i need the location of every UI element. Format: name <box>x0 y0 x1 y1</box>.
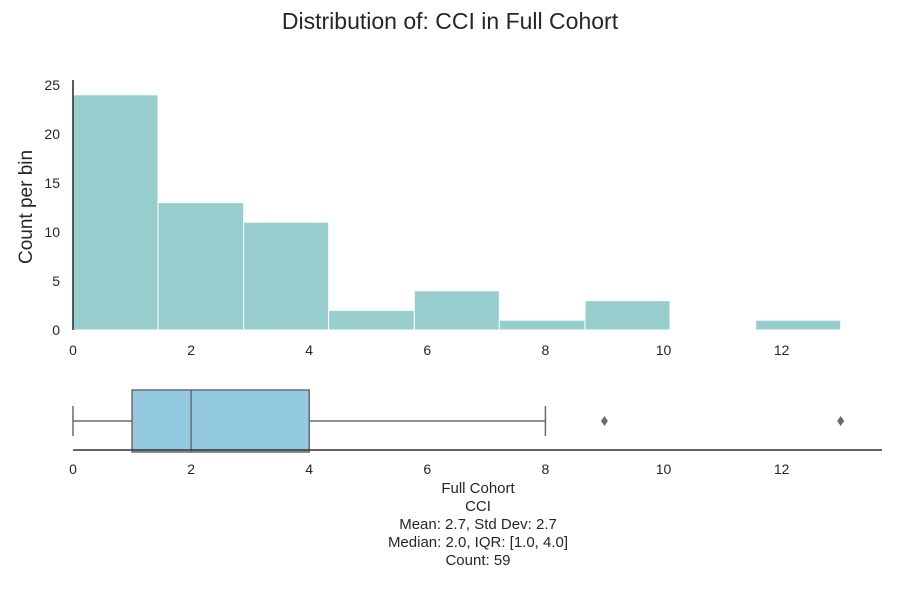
boxplot-stats-label: Full Cohort CCI Mean: 2.7, Std Dev: 2.7 … <box>278 480 678 570</box>
x-tick-label: 10 <box>656 342 672 358</box>
histogram-axes: 0 5 10 15 20 25 0 2 4 6 8 10 12 <box>44 77 789 358</box>
boxplot-x-tick-label: 10 <box>656 461 672 477</box>
stats-line-mean: Mean: 2.7, Std Dev: 2.7 <box>399 516 557 533</box>
y-tick-label: 15 <box>44 175 60 191</box>
y-axis-label: Count per bin <box>16 150 37 264</box>
boxplot-x-tick-label: 12 <box>774 461 790 477</box>
stats-line-median: Median: 2.0, IQR: [1.0, 4.0] <box>387 534 569 551</box>
stats-line-variable: CCI <box>465 498 491 515</box>
x-tick-label: 0 <box>69 342 77 358</box>
histogram-bars <box>72 94 842 331</box>
y-tick-label: 0 <box>52 322 60 338</box>
histogram-bar <box>157 202 245 331</box>
histogram-bar <box>72 94 159 331</box>
boxplot-x-tick-label: 6 <box>423 461 431 477</box>
boxplot-x-tick-label: 8 <box>542 461 550 477</box>
y-tick-label: 10 <box>44 224 60 240</box>
x-tick-label: 6 <box>423 342 431 358</box>
boxplot-x-tick-label: 2 <box>187 461 195 477</box>
iqr-box <box>131 389 310 453</box>
outlier-marker <box>837 416 845 426</box>
boxplot-x-tick-label: 0 <box>69 461 77 477</box>
histogram-bar <box>755 319 842 331</box>
stats-line-cohort: Full Cohort <box>441 480 515 497</box>
y-tick-label: 5 <box>52 273 60 289</box>
chart-title: Distribution of: CCI in Full Cohort <box>281 8 619 34</box>
histogram-bar <box>243 221 330 331</box>
histogram-bar <box>498 319 586 331</box>
histogram-bar <box>584 300 671 331</box>
histogram-bar <box>328 309 415 331</box>
histogram-bar <box>413 290 500 331</box>
boxplot-x-tick-label: 4 <box>305 461 313 477</box>
stats-line-count: Count: 59 <box>445 552 511 569</box>
x-tick-label: 4 <box>305 342 313 358</box>
x-tick-label: 2 <box>187 342 195 358</box>
y-tick-label: 20 <box>44 126 60 142</box>
x-tick-label: 8 <box>542 342 550 358</box>
outlier-marker <box>600 416 608 426</box>
boxplot-axes: 0 2 4 6 8 10 12 <box>69 449 882 477</box>
y-tick-label: 25 <box>44 77 60 93</box>
x-tick-label: 12 <box>774 342 790 358</box>
boxplot <box>72 389 845 453</box>
